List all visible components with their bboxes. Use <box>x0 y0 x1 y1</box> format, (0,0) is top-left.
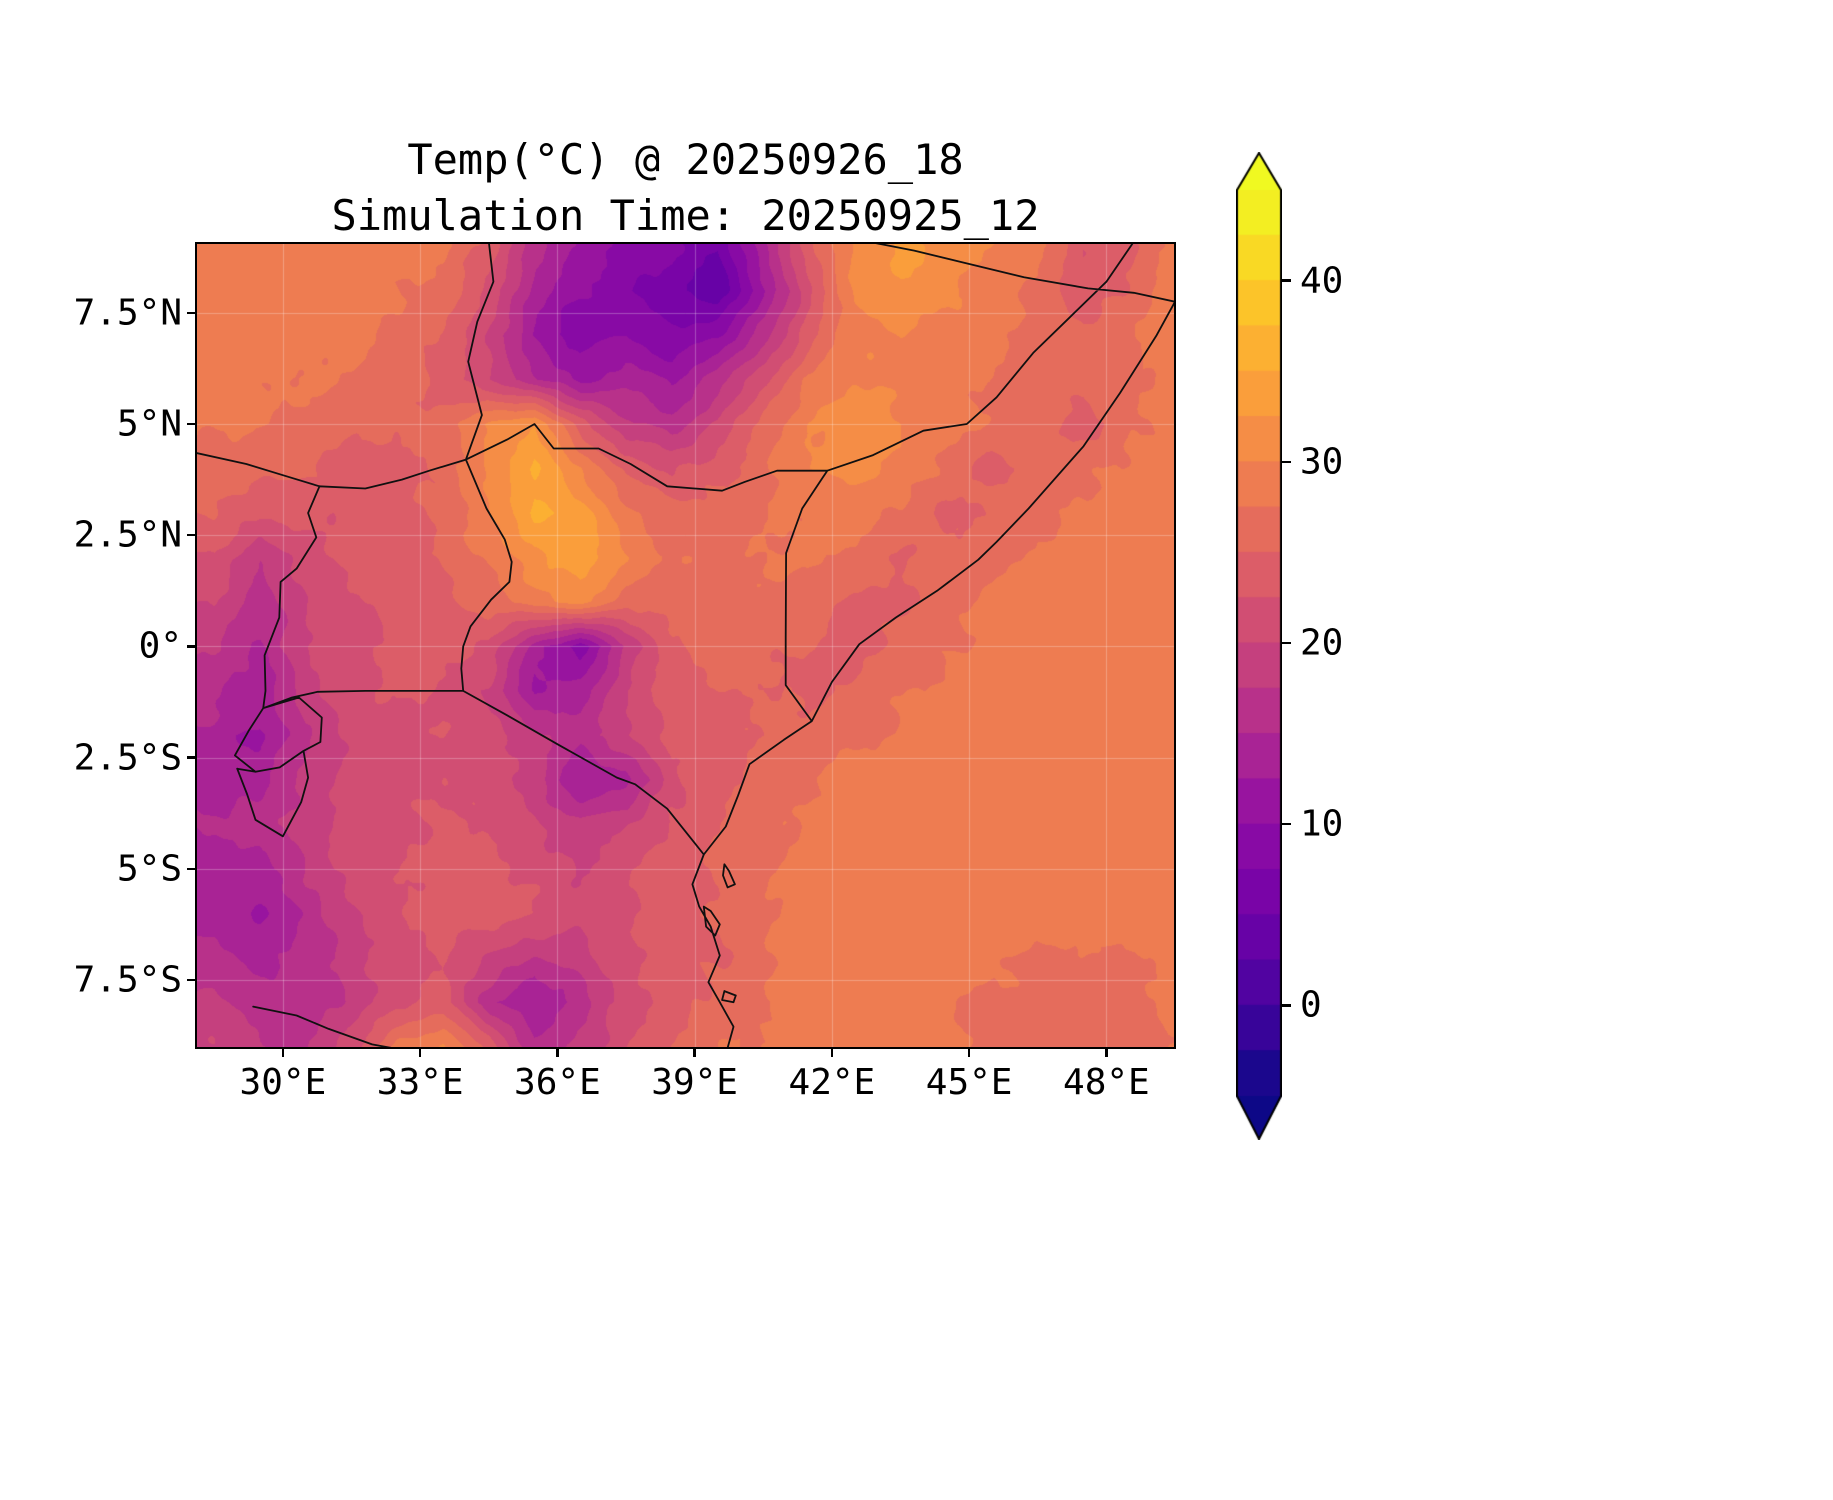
y-tick-mark <box>187 978 196 982</box>
x-tick-label: 33°E <box>376 1062 464 1103</box>
colorbar <box>1236 152 1282 1140</box>
x-tick-mark <box>556 1048 559 1057</box>
colorbar-tick-mark <box>1282 641 1291 645</box>
chart-subtitle: Simulation Time: 20250925_12 <box>331 191 1040 240</box>
colorbar-tick-mark <box>1282 460 1291 464</box>
colorbar-tick-label: 30 <box>1300 441 1344 483</box>
y-tick-mark <box>187 311 196 315</box>
temperature-heatmap <box>196 243 1175 1048</box>
colorbar-tick-label: 0 <box>1300 984 1322 1026</box>
x-tick-label: 48°E <box>1063 1062 1150 1103</box>
colorbar-gradient <box>1236 152 1282 1140</box>
y-tick-label: 5°S <box>116 848 182 890</box>
y-tick-label: 0° <box>138 625 182 667</box>
map-plot-area <box>196 243 1175 1048</box>
x-tick-mark <box>967 1048 971 1057</box>
colorbar-tick-mark <box>1282 1004 1291 1007</box>
y-tick-label: 2.5°S <box>73 737 182 779</box>
x-tick-mark <box>693 1048 696 1057</box>
x-tick-mark <box>830 1048 834 1057</box>
y-tick-label: 7.5°N <box>73 292 182 334</box>
colorbar-tick-label: 20 <box>1300 622 1344 664</box>
y-tick-mark <box>187 422 196 426</box>
chart-title-block: Temp(°C) @ 20250926_18 Simulation Time: … <box>196 132 1175 244</box>
x-tick-label: 30°E <box>239 1062 327 1103</box>
y-tick-mark <box>187 645 196 648</box>
country-borders <box>196 243 1175 1048</box>
country-border-lines <box>196 243 1175 1048</box>
colorbar-tick-label: 40 <box>1300 260 1344 302</box>
x-tick-label: 39°E <box>651 1062 738 1103</box>
colorbar-tick-mark <box>1282 822 1291 826</box>
x-tick-mark <box>1105 1048 1108 1057</box>
y-tick-mark <box>187 533 196 537</box>
x-tick-mark <box>281 1048 285 1057</box>
chart-title: Temp(°C) @ 20250926_18 <box>407 135 964 184</box>
y-tick-mark <box>187 756 196 759</box>
x-tick-label: 45°E <box>925 1062 1013 1103</box>
y-tick-label: 2.5°N <box>73 514 182 556</box>
y-tick-mark <box>187 867 196 870</box>
y-tick-label: 7.5°S <box>73 959 182 1001</box>
colorbar-tick-mark <box>1282 279 1291 282</box>
x-tick-label: 42°E <box>788 1062 876 1103</box>
x-tick-mark <box>418 1048 422 1057</box>
x-tick-label: 36°E <box>514 1062 601 1103</box>
y-tick-label: 5°N <box>116 403 182 445</box>
colorbar-tick-label: 10 <box>1300 803 1344 845</box>
